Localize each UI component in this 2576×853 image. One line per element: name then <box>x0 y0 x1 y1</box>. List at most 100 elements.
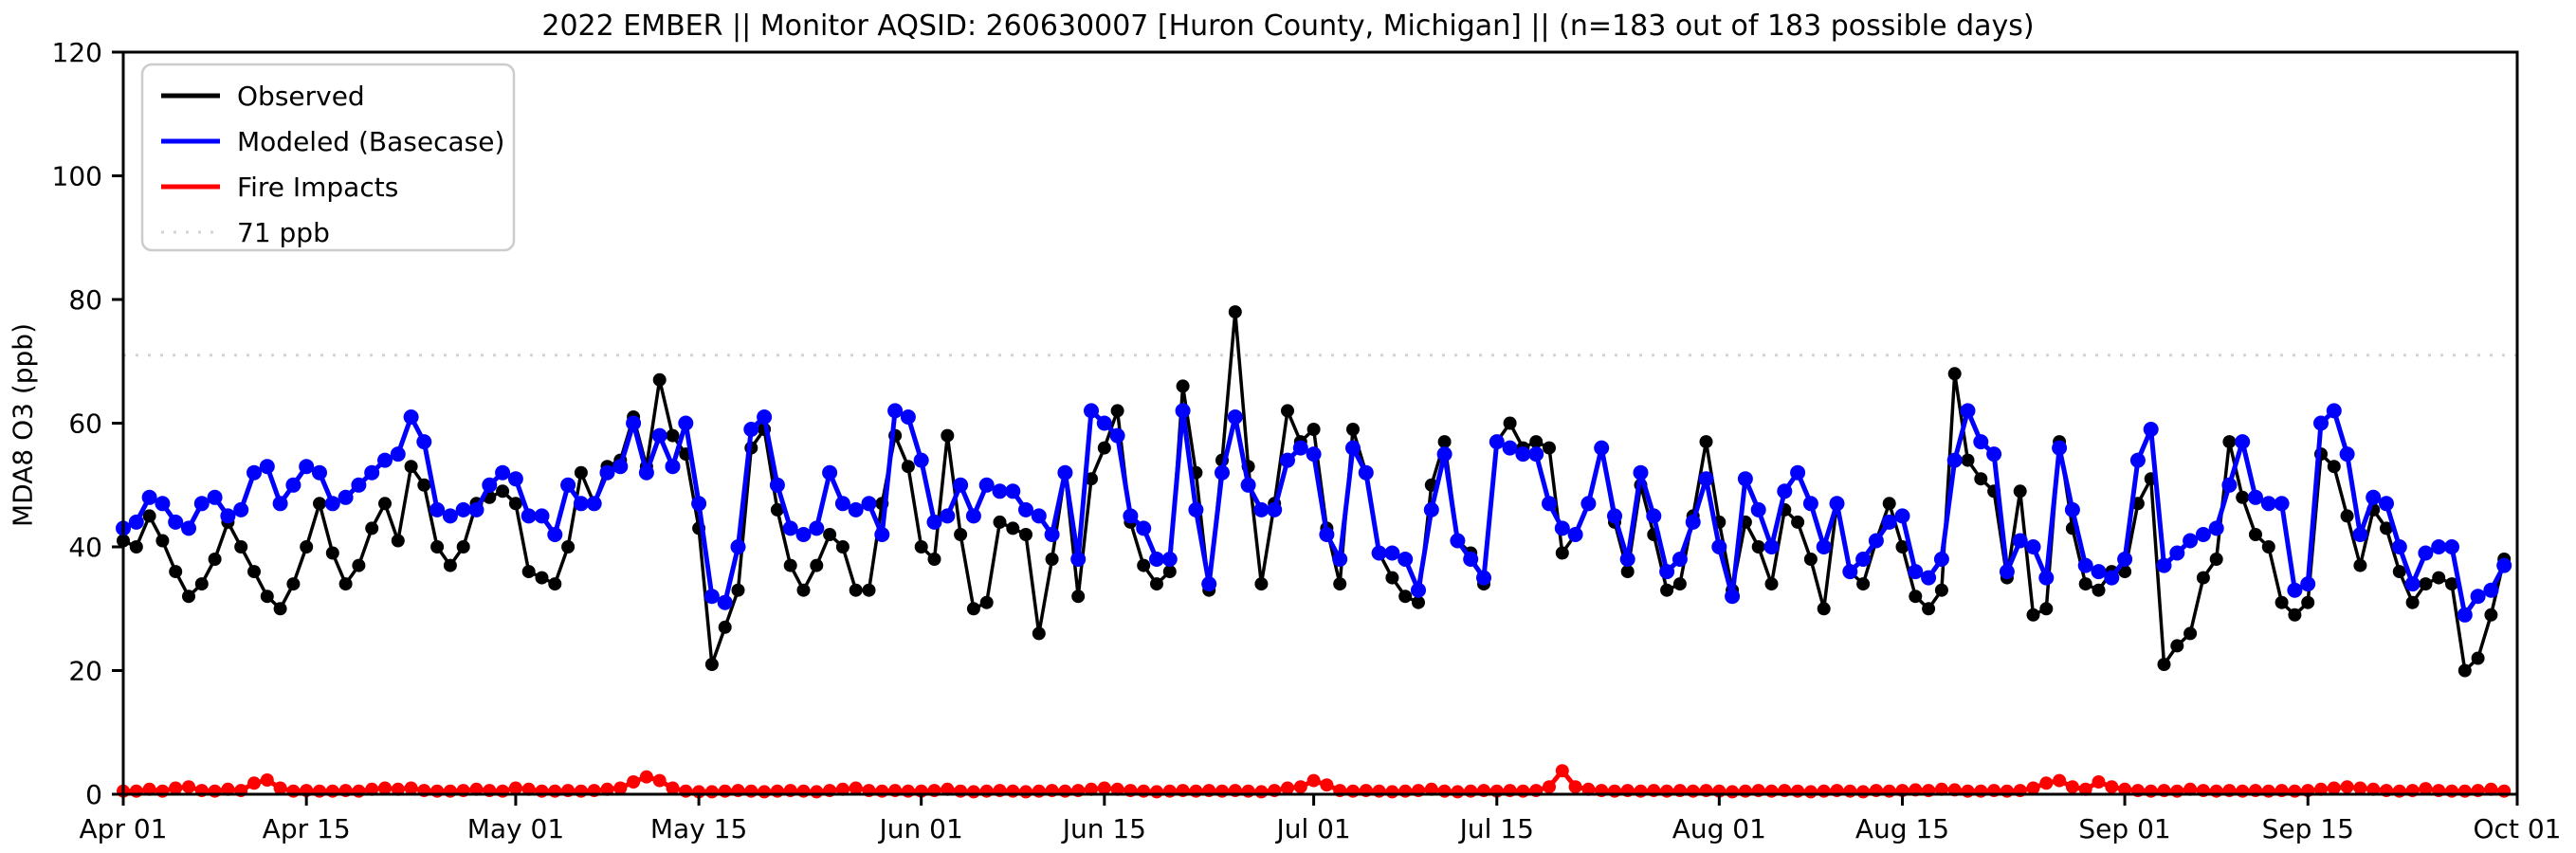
observed-marker <box>2445 577 2458 591</box>
observed-marker <box>914 540 928 554</box>
observed-marker <box>2222 435 2237 449</box>
observed-marker <box>1019 528 1032 541</box>
modeled-basecase-marker <box>1802 496 1818 512</box>
observed-marker <box>443 558 457 572</box>
modeled-basecase-marker <box>1398 552 1414 567</box>
observed-marker <box>378 497 392 511</box>
modeled-basecase-marker <box>416 434 432 450</box>
fire-impacts-marker <box>2026 781 2040 795</box>
observed-marker <box>247 565 261 579</box>
observed-marker <box>496 484 510 499</box>
y-tick-label: 100 <box>52 161 102 192</box>
observed-marker <box>1672 577 1687 591</box>
observed-marker <box>1909 590 1923 604</box>
observed-marker <box>1974 472 1988 486</box>
modeled-basecase-marker <box>717 594 733 610</box>
fire-impacts-marker <box>1437 784 1452 798</box>
observed-marker <box>1437 435 1452 449</box>
fire-impacts-marker <box>247 776 261 790</box>
modeled-basecase-marker <box>1240 477 1256 493</box>
fire-impacts-marker <box>1581 782 1596 796</box>
fire-impacts-marker <box>2340 780 2354 794</box>
modeled-basecase-marker <box>1227 409 1243 425</box>
observed-marker <box>862 583 876 597</box>
fire-impacts-marker <box>142 782 156 796</box>
modeled-basecase-marker <box>1737 471 1753 487</box>
modeled-basecase-marker <box>2444 539 2459 554</box>
modeled-basecase-marker <box>1542 496 1557 512</box>
modeled-basecase-marker <box>2274 496 2290 512</box>
modeled-basecase-marker <box>1161 552 1178 567</box>
fire-impacts-marker <box>1306 773 1321 788</box>
fire-impacts-marker <box>1058 784 1072 798</box>
modeled-basecase-marker <box>1619 552 1635 567</box>
modeled-basecase-marker <box>1201 576 1217 592</box>
observed-marker <box>1961 453 1975 467</box>
observed-marker <box>1071 590 1086 604</box>
modeled-basecase-marker <box>2404 576 2421 592</box>
modeled-basecase-marker <box>1633 464 1649 481</box>
observed-marker <box>2183 626 2198 641</box>
fire-impacts-marker <box>1764 784 1779 798</box>
observed-marker <box>993 515 1007 529</box>
observed-marker <box>901 460 915 474</box>
modeled-basecase-marker <box>887 403 904 419</box>
modeled-basecase-marker <box>141 489 157 505</box>
observed-marker <box>2457 663 2472 678</box>
modeled-basecase-marker <box>482 477 498 493</box>
fire-impacts-marker <box>744 784 758 798</box>
modeled-basecase-marker <box>534 508 550 524</box>
observed-marker <box>142 509 156 523</box>
modeled-basecase-marker <box>953 477 969 493</box>
observed-marker <box>1385 571 1399 585</box>
modeled-basecase-marker <box>1057 464 1073 481</box>
fire-impacts-marker <box>2484 782 2498 796</box>
modeled-basecase-marker <box>1646 508 1662 524</box>
fire-impacts-marker <box>325 784 339 798</box>
fire-impacts-marker <box>535 784 549 798</box>
modeled-basecase-marker <box>2339 446 2355 463</box>
fire-impacts-marker <box>286 784 301 798</box>
fire-impacts-marker <box>2144 784 2158 798</box>
fire-impacts-marker <box>260 773 274 787</box>
modeled-basecase-marker <box>1149 552 1164 567</box>
modeled-basecase-marker <box>1436 446 1452 463</box>
observed-marker <box>286 577 301 591</box>
fire-impacts-marker <box>208 784 222 798</box>
fire-impacts-marker <box>1634 784 1648 798</box>
modeled-basecase-marker <box>233 501 249 517</box>
x-tick-label: Aug 15 <box>1855 813 1949 844</box>
observed-marker <box>2380 521 2393 535</box>
observed-marker <box>391 534 405 548</box>
observed-marker <box>404 460 418 474</box>
modeled-basecase-marker <box>1698 471 1714 487</box>
modeled-basecase-marker <box>1921 570 1937 586</box>
observed-marker <box>1281 404 1294 418</box>
fire-impacts-marker <box>2039 776 2054 790</box>
observed-marker <box>338 577 353 591</box>
modeled-basecase-marker <box>1763 539 1780 554</box>
modeled-basecase-marker <box>992 483 1008 499</box>
modeled-basecase-marker <box>2418 545 2434 561</box>
observed-marker <box>1032 626 1046 641</box>
modeled-basecase-marker <box>1672 552 1688 567</box>
observed-marker <box>2157 658 2171 671</box>
modeled-basecase-marker <box>155 496 171 512</box>
observed-marker <box>194 577 209 591</box>
x-tick-label: Apr 15 <box>263 813 351 844</box>
observed-marker <box>2249 528 2262 541</box>
modeled-basecase-marker <box>2470 589 2486 605</box>
modeled-basecase-marker <box>665 459 681 475</box>
observed-marker <box>2236 490 2250 504</box>
fire-impacts-marker <box>770 784 784 798</box>
modeled-basecase-marker <box>1084 403 1099 419</box>
observed-marker <box>1947 367 1962 381</box>
fire-impacts-marker <box>365 782 379 796</box>
observed-marker <box>823 528 837 541</box>
modeled-basecase-marker <box>2248 489 2263 505</box>
modeled-basecase-marker <box>926 514 942 530</box>
fire-impacts-marker <box>1856 785 1871 799</box>
fire-impacts-marker <box>430 784 445 798</box>
observed-marker <box>430 540 445 554</box>
observed-line <box>122 310 2506 673</box>
